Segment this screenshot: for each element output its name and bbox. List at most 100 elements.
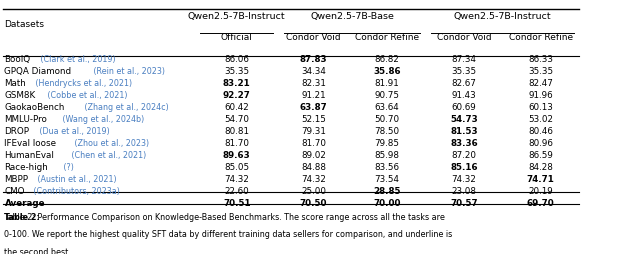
Text: 85.98: 85.98: [374, 151, 400, 160]
Text: 83.21: 83.21: [223, 79, 251, 88]
Text: 28.85: 28.85: [374, 187, 401, 196]
Text: 84.88: 84.88: [301, 163, 326, 172]
Text: IFEval loose: IFEval loose: [4, 139, 56, 148]
Text: 86.59: 86.59: [529, 151, 553, 160]
Text: 35.35: 35.35: [224, 67, 250, 76]
Text: Race-high: Race-high: [4, 163, 48, 172]
Text: 87.83: 87.83: [300, 55, 328, 64]
Text: 60.42: 60.42: [225, 103, 249, 112]
Text: 63.64: 63.64: [375, 103, 399, 112]
Text: 54.70: 54.70: [224, 115, 250, 124]
Text: 82.67: 82.67: [452, 79, 476, 88]
Text: 82.31: 82.31: [301, 79, 326, 88]
Text: 84.28: 84.28: [529, 163, 553, 172]
Text: MBPP: MBPP: [4, 175, 29, 184]
Text: 74.32: 74.32: [452, 175, 476, 184]
Text: 35.86: 35.86: [373, 67, 401, 76]
Text: 52.15: 52.15: [301, 115, 326, 124]
Text: (Clark et al., 2019): (Clark et al., 2019): [38, 55, 116, 64]
Text: 60.13: 60.13: [529, 103, 553, 112]
Text: GSM8K: GSM8K: [4, 91, 36, 100]
Text: Condor Void: Condor Void: [436, 34, 492, 42]
Text: 63.87: 63.87: [300, 103, 328, 112]
Text: 74.71: 74.71: [527, 175, 555, 184]
Text: Qwen2.5-7B-Instruct: Qwen2.5-7B-Instruct: [454, 12, 551, 21]
Text: 70.51: 70.51: [223, 199, 251, 208]
Text: 87.20: 87.20: [451, 151, 477, 160]
Text: 80.81: 80.81: [224, 127, 250, 136]
Text: 50.70: 50.70: [374, 115, 400, 124]
Text: 74.32: 74.32: [225, 175, 249, 184]
Text: (Zhou et al., 2023): (Zhou et al., 2023): [72, 139, 148, 148]
Text: (Cobbe et al., 2021): (Cobbe et al., 2021): [45, 91, 127, 100]
Text: 22.60: 22.60: [225, 187, 249, 196]
Text: 74.32: 74.32: [301, 175, 326, 184]
Text: 0-100. We report the highest quality SFT data by different training data sellers: 0-100. We report the highest quality SFT…: [4, 230, 452, 239]
Text: (Austin et al., 2021): (Austin et al., 2021): [35, 175, 117, 184]
Text: 91.21: 91.21: [301, 91, 326, 100]
Text: 91.43: 91.43: [452, 91, 476, 100]
Text: 70.00: 70.00: [374, 199, 401, 208]
Text: 69.70: 69.70: [527, 199, 555, 208]
Text: 81.91: 81.91: [375, 79, 399, 88]
Text: 85.05: 85.05: [224, 163, 250, 172]
Text: (Contributors, 2023a): (Contributors, 2023a): [31, 187, 120, 196]
Text: 60.69: 60.69: [452, 103, 476, 112]
Text: 85.16: 85.16: [450, 163, 478, 172]
Text: 81.53: 81.53: [450, 127, 478, 136]
Text: 91.96: 91.96: [529, 91, 553, 100]
Text: 80.46: 80.46: [529, 127, 553, 136]
Text: 89.63: 89.63: [223, 151, 251, 160]
Text: 80.96: 80.96: [529, 139, 553, 148]
Text: 79.85: 79.85: [374, 139, 400, 148]
Text: GaokaoBench: GaokaoBench: [4, 103, 65, 112]
Text: 86.82: 86.82: [375, 55, 399, 64]
Text: 83.36: 83.36: [450, 139, 478, 148]
Text: Table 2:: Table 2:: [4, 213, 43, 221]
Text: 53.02: 53.02: [528, 115, 554, 124]
Text: Qwen2.5-7B-Instruct: Qwen2.5-7B-Instruct: [188, 12, 285, 21]
Text: (Wang et al., 2024b): (Wang et al., 2024b): [60, 115, 144, 124]
Text: 35.35: 35.35: [451, 67, 477, 76]
Text: the second best.: the second best.: [4, 248, 71, 254]
Text: 20.19: 20.19: [529, 187, 553, 196]
Text: (Zhang et al., 2024c): (Zhang et al., 2024c): [83, 103, 169, 112]
Text: (?): (?): [61, 163, 74, 172]
Text: MMLU-Pro: MMLU-Pro: [4, 115, 47, 124]
Text: 92.27: 92.27: [223, 91, 251, 100]
Text: 83.56: 83.56: [374, 163, 400, 172]
Text: 54.73: 54.73: [450, 115, 478, 124]
Text: CMO: CMO: [4, 187, 25, 196]
Text: Condor Void: Condor Void: [286, 34, 341, 42]
Text: Qwen2.5-7B-Base: Qwen2.5-7B-Base: [310, 12, 394, 21]
Text: Condor Refine: Condor Refine: [355, 34, 419, 42]
Text: 86.33: 86.33: [528, 55, 554, 64]
Text: 70.50: 70.50: [300, 199, 327, 208]
Text: 89.02: 89.02: [301, 151, 326, 160]
Text: 35.35: 35.35: [528, 67, 554, 76]
Text: 87.34: 87.34: [451, 55, 477, 64]
Text: 78.50: 78.50: [374, 127, 400, 136]
Text: Datasets: Datasets: [4, 20, 45, 29]
Text: 79.31: 79.31: [301, 127, 326, 136]
Text: 81.70: 81.70: [301, 139, 326, 148]
Text: Average: Average: [4, 199, 45, 208]
Text: 82.47: 82.47: [529, 79, 553, 88]
Text: 34.34: 34.34: [301, 67, 326, 76]
Text: 90.75: 90.75: [374, 91, 400, 100]
Text: Official: Official: [221, 34, 253, 42]
Text: BoolQ: BoolQ: [4, 55, 31, 64]
Text: 73.54: 73.54: [374, 175, 400, 184]
Text: (Rein et al., 2023): (Rein et al., 2023): [91, 67, 165, 76]
Text: 81.70: 81.70: [224, 139, 250, 148]
Text: (Chen et al., 2021): (Chen et al., 2021): [69, 151, 146, 160]
Text: Math: Math: [4, 79, 26, 88]
Text: HumanEval: HumanEval: [4, 151, 54, 160]
Text: (Dua et al., 2019): (Dua et al., 2019): [36, 127, 109, 136]
Text: DROP: DROP: [4, 127, 29, 136]
Text: 23.08: 23.08: [451, 187, 477, 196]
Text: GPQA Diamond: GPQA Diamond: [4, 67, 72, 76]
Text: Table 2: Performance Comparison on Knowledge-Based Benchmarks. The score range a: Table 2: Performance Comparison on Knowl…: [4, 213, 445, 221]
Text: (Hendrycks et al., 2021): (Hendrycks et al., 2021): [33, 79, 132, 88]
Text: 86.06: 86.06: [225, 55, 249, 64]
